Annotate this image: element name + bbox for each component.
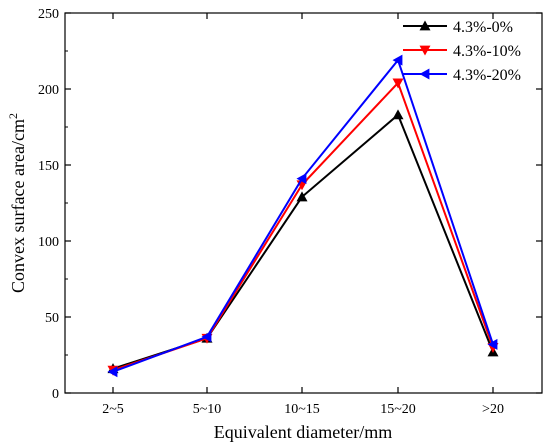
data-point [201, 331, 212, 343]
data-point [392, 109, 404, 120]
data-point [107, 366, 118, 378]
legend-item: 4.3%-20% [403, 67, 521, 84]
series-line [112, 113, 494, 370]
y-axis-title: Convex surface area/cm2 [6, 113, 28, 293]
y-tick-label: 250 [38, 7, 59, 22]
series-group [107, 78, 499, 376]
x-tick-label: 5~10 [193, 402, 222, 417]
x-axis-title: Equivalent diameter/mm [214, 422, 392, 442]
series-line [112, 58, 494, 373]
x-tick-label: 2~5 [102, 402, 124, 417]
data-point [487, 338, 498, 350]
y-axis-title-main: Convex surface area/cm [8, 119, 28, 293]
y-axis-title-superscript: 2 [6, 113, 20, 119]
legend: 4.3%-0% 4.3%-10% 4.3%-20% [403, 19, 521, 84]
series-group [107, 54, 498, 378]
data-point [392, 54, 403, 66]
legend-item: 4.3%-0% [403, 19, 513, 36]
plot-content [107, 54, 499, 378]
y-tick-label: 0 [52, 387, 59, 402]
y-axis: 0 50 100 150 200 250 [38, 7, 542, 402]
x-tick-label: >20 [482, 402, 504, 417]
legend-marker [419, 68, 430, 80]
x-tick-label: 10~15 [284, 402, 320, 417]
y-tick-label: 200 [38, 83, 59, 98]
legend-label: 4.3%-0% [453, 19, 513, 36]
y-tick-label: 150 [38, 159, 59, 174]
legend-marker [419, 20, 431, 31]
x-axis: 2~5 5~10 10~15 15~20 >20 [102, 13, 504, 417]
legend-label: 4.3%-10% [453, 43, 521, 60]
x-tick-label: 15~20 [380, 402, 416, 417]
y-tick-label: 100 [38, 235, 59, 250]
legend-marker [419, 45, 431, 56]
legend-label: 4.3%-20% [453, 67, 521, 84]
y-tick-label: 50 [45, 311, 59, 326]
data-point [296, 173, 307, 185]
data-point [296, 191, 308, 202]
legend-item: 4.3%-10% [403, 43, 521, 60]
series-line [112, 81, 494, 372]
series-group [107, 109, 499, 374]
data-point [392, 78, 404, 89]
